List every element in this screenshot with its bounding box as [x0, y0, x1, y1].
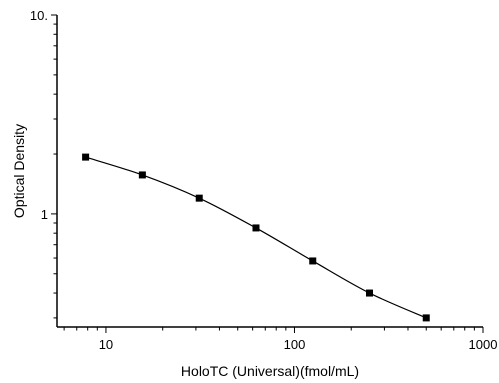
data-point [195, 194, 203, 202]
fit-curve [85, 156, 427, 319]
data-point [365, 289, 373, 297]
x-tick-label: 1000 [469, 337, 498, 352]
data-points [82, 153, 430, 322]
data-point [82, 153, 90, 161]
fit-curve-layer [85, 156, 427, 319]
axes: 10 100 1000 1 10. [30, 8, 498, 352]
data-point [252, 224, 260, 232]
data-point [309, 257, 317, 265]
data-point [422, 314, 430, 322]
y-axis-title: Optical Density [11, 124, 27, 218]
data-point [138, 171, 146, 179]
x-tick-label: 100 [284, 337, 306, 352]
y-tick-label: 10. [30, 8, 48, 23]
x-axis-title: HoloTC (Universal)(fmol/mL) [181, 363, 359, 379]
y-tick-label: 1 [41, 207, 48, 222]
x-tick-label: 10 [99, 337, 113, 352]
